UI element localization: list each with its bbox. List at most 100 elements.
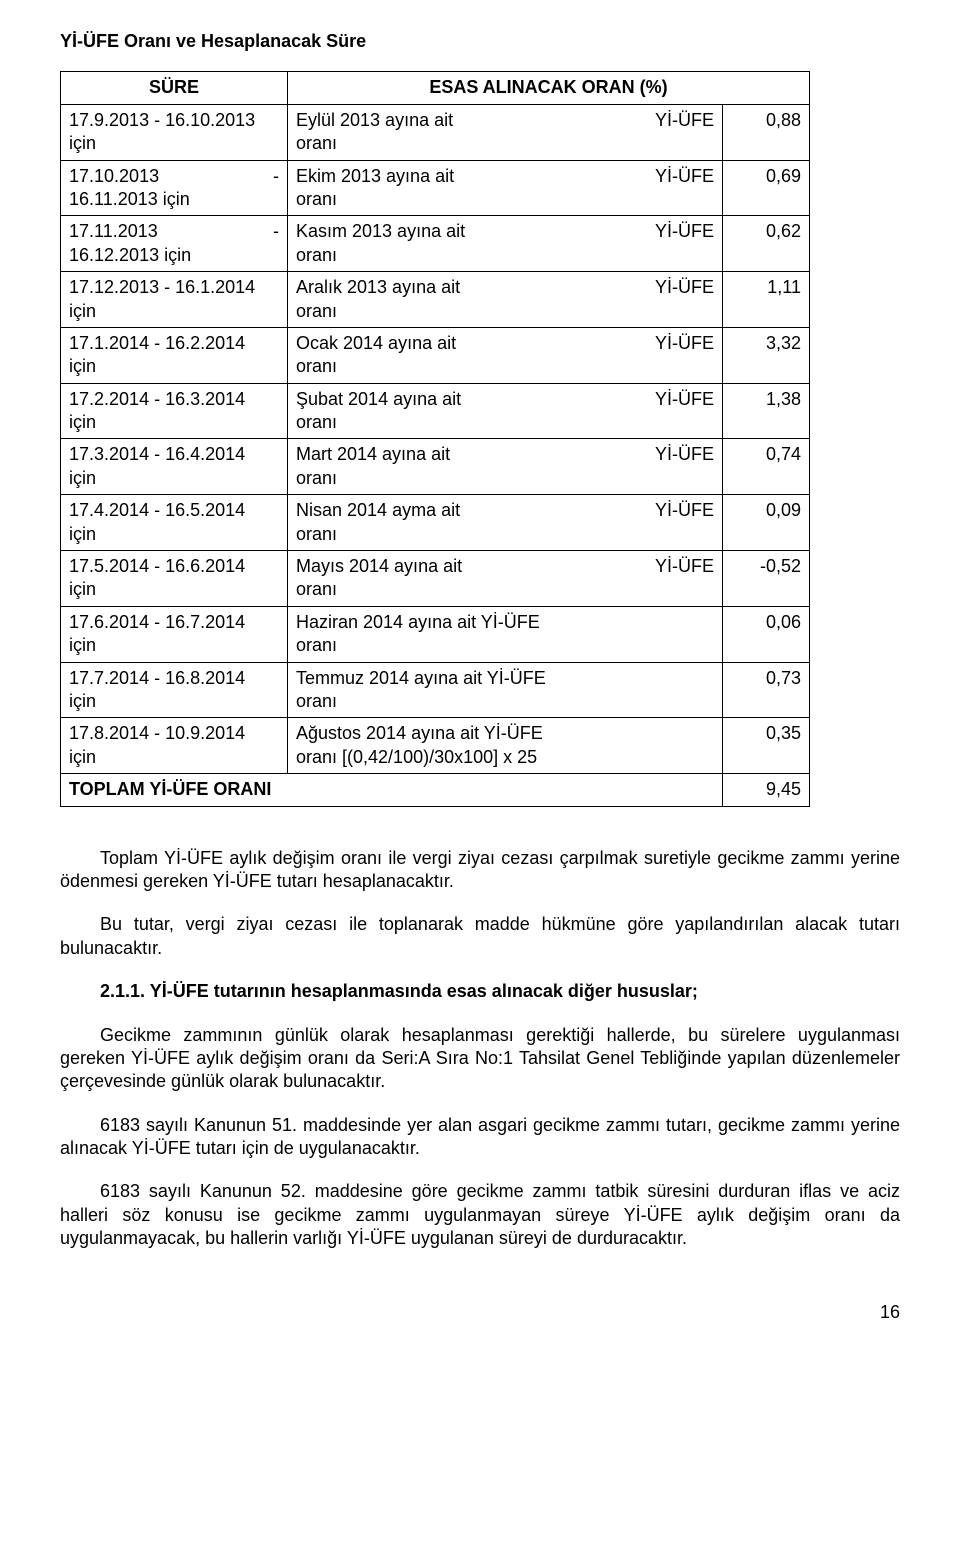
- cell-sure: 17.6.2014 - 16.7.2014için: [61, 606, 288, 662]
- table-row: 17.3.2014 - 16.4.2014içinMart 2014 ayına…: [61, 439, 810, 495]
- cell-value: 1,11: [723, 272, 810, 328]
- cell-desc: Temmuz 2014 ayına ait Yİ-ÜFEoranı: [288, 662, 723, 718]
- desc-text-a: Nisan 2014 ayma ait: [296, 499, 460, 522]
- cell-desc: Ağustos 2014 ayına ait Yİ-ÜFEoranı [(0,4…: [288, 718, 723, 774]
- desc-text-line2: oranı: [296, 467, 714, 490]
- desc-text-line2: oranı: [296, 132, 714, 155]
- table-row: 17.12.2013 - 16.1.2014içinAralık 2013 ay…: [61, 272, 810, 328]
- desc-text-line2: oranı: [296, 300, 714, 323]
- desc-text-line2: oranı: [296, 188, 714, 211]
- sure-text-line2: için: [69, 634, 279, 657]
- cell-value: 0,73: [723, 662, 810, 718]
- desc-text-a: Kasım 2013 ayına ait: [296, 220, 465, 243]
- cell-desc: Şubat 2014 ayına ait Yİ-ÜFEoranı: [288, 383, 723, 439]
- cell-sure: 17.2.2014 - 16.3.2014için: [61, 383, 288, 439]
- desc-text-a: Şubat 2014 ayına ait: [296, 388, 461, 411]
- cell-value: 0,35: [723, 718, 810, 774]
- table-row: 17.5.2014 - 16.6.2014içinMayıs 2014 ayın…: [61, 551, 810, 607]
- table-row: 17.1.2014 - 16.2.2014içinOcak 2014 ayına…: [61, 327, 810, 383]
- desc-text-b: Yİ-ÜFE: [655, 388, 714, 411]
- cell-value: 0,88: [723, 104, 810, 160]
- table-row: 17.4.2014 - 16.5.2014içinNisan 2014 ayma…: [61, 495, 810, 551]
- cell-sure: 17.1.2014 - 16.2.2014için: [61, 327, 288, 383]
- desc-text-line2: oranı: [296, 411, 714, 434]
- cell-value: 0,69: [723, 160, 810, 216]
- col-header-oran: ESAS ALINACAK ORAN (%): [288, 72, 810, 104]
- paragraph-6: 6183 sayılı Kanunun 52. maddesine göre g…: [60, 1180, 900, 1250]
- cell-sure: 17.5.2014 - 16.6.2014için: [61, 551, 288, 607]
- cell-value: 0,62: [723, 216, 810, 272]
- table-row: 17.11.2013 -16.12.2013 için Kasım 2013 ayı…: [61, 216, 810, 272]
- desc-text-line2: oranı: [296, 523, 714, 546]
- sure-text-line2: için: [69, 746, 279, 769]
- desc-text-b: Yİ-ÜFE: [655, 499, 714, 522]
- cell-desc: Ekim 2013 ayına ait Yİ-ÜFEoranı: [288, 160, 723, 216]
- total-label: TOPLAM Yİ-ÜFE ORANI: [61, 774, 723, 806]
- cell-value: 0,09: [723, 495, 810, 551]
- desc-text-b: Yİ-ÜFE: [655, 555, 714, 578]
- paragraph-1: Toplam Yİ-ÜFE aylık değişim oranı ile ve…: [60, 847, 900, 894]
- paragraph-5: 6183 sayılı Kanunun 51. maddesinde yer a…: [60, 1114, 900, 1161]
- cell-sure: 17.3.2014 - 16.4.2014için: [61, 439, 288, 495]
- sure-text-line2: için: [69, 411, 279, 434]
- table-row: 17.9.2013 - 16.10.2013içinEylül 2013 ayı…: [61, 104, 810, 160]
- cell-desc: Mart 2014 ayına ait Yİ-ÜFEoranı: [288, 439, 723, 495]
- sure-text-line2: için: [69, 578, 279, 601]
- col-header-sure: SÜRE: [61, 72, 288, 104]
- paragraph-2: Bu tutar, vergi ziyaı cezası ile toplana…: [60, 913, 900, 960]
- cell-sure: 17.4.2014 - 16.5.2014için: [61, 495, 288, 551]
- cell-value: 0,74: [723, 439, 810, 495]
- paragraph-3-heading: 2.1.1. Yİ-ÜFE tutarının hesaplanmasında …: [60, 980, 900, 1003]
- desc-text-line2: oranı: [296, 355, 714, 378]
- desc-text-b: Yİ-ÜFE: [655, 109, 714, 132]
- yi-ufe-table: SÜRE ESAS ALINACAK ORAN (%) 17.9.2013 - …: [60, 71, 810, 806]
- paragraph-4: Gecikme zammının günlük olarak hesaplanm…: [60, 1024, 900, 1094]
- cell-sure: 17.11.2013 -16.12.2013 için: [61, 216, 288, 272]
- cell-desc: Eylül 2013 ayına ait Yİ-ÜFEoranı: [288, 104, 723, 160]
- desc-text-line2: oranı: [296, 690, 714, 713]
- sure-text-line2: 16.11.2013 için: [69, 188, 279, 211]
- desc-text-b: Yİ-ÜFE: [655, 443, 714, 466]
- sure-text-line2: için: [69, 690, 279, 713]
- sure-text-line2: için: [69, 132, 279, 155]
- sure-text-a: 17.11.2013: [69, 220, 158, 243]
- desc-text-line2: oranı: [296, 244, 714, 267]
- total-value: 9,45: [723, 774, 810, 806]
- cell-sure: 17.7.2014 - 16.8.2014için: [61, 662, 288, 718]
- cell-sure: 17.12.2013 - 16.1.2014için: [61, 272, 288, 328]
- desc-text-a: Ekim 2013 ayına ait: [296, 165, 454, 188]
- cell-sure: 17.10.2013 -16.11.2013 için: [61, 160, 288, 216]
- cell-desc: Haziran 2014 ayına ait Yİ-ÜFEoranı: [288, 606, 723, 662]
- cell-desc: Nisan 2014 ayma ait Yİ-ÜFEoranı: [288, 495, 723, 551]
- page-heading: Yİ-ÜFE Oranı ve Hesaplanacak Süre: [60, 30, 900, 53]
- sure-text-b: -: [273, 220, 279, 243]
- sure-text-line2: için: [69, 467, 279, 490]
- desc-text-b: Yİ-ÜFE: [655, 276, 714, 299]
- sure-text-line2: 16.12.2013 için: [69, 244, 279, 267]
- sure-text-a: 17.10.2013: [69, 165, 159, 188]
- cell-value: 3,32: [723, 327, 810, 383]
- desc-text-a: Aralık 2013 ayına ait: [296, 276, 460, 299]
- cell-value: 1,38: [723, 383, 810, 439]
- sure-text-b: -: [273, 165, 279, 188]
- desc-text-line2: oranı [(0,42/100)/30x100] x 25: [296, 746, 714, 769]
- cell-desc: Aralık 2013 ayına ait Yİ-ÜFEoranı: [288, 272, 723, 328]
- cell-desc: Mayıs 2014 ayına aitYİ-ÜFEoranı: [288, 551, 723, 607]
- cell-value: -0,52: [723, 551, 810, 607]
- cell-value: 0,06: [723, 606, 810, 662]
- desc-text-b: Yİ-ÜFE: [655, 165, 714, 188]
- desc-text-b: Yİ-ÜFE: [655, 220, 714, 243]
- desc-text-a: Ocak 2014 ayına ait: [296, 332, 456, 355]
- cell-desc: Kasım 2013 ayına ait Yİ-ÜFEoranı: [288, 216, 723, 272]
- table-row: 17.7.2014 - 16.8.2014içinTemmuz 2014 ayı…: [61, 662, 810, 718]
- table-row: 17.2.2014 - 16.3.2014içinŞubat 2014 ayın…: [61, 383, 810, 439]
- cell-sure: 17.8.2014 - 10.9.2014için: [61, 718, 288, 774]
- table-row: 17.10.2013 -16.11.2013 için Ekim 2013 ayın…: [61, 160, 810, 216]
- desc-text-a: Mart 2014 ayına ait: [296, 443, 450, 466]
- cell-sure: 17.9.2013 - 16.10.2013için: [61, 104, 288, 160]
- sure-text-line2: için: [69, 355, 279, 378]
- cell-desc: Ocak 2014 ayına ait Yİ-ÜFEoranı: [288, 327, 723, 383]
- desc-text-b: Yİ-ÜFE: [655, 332, 714, 355]
- desc-text-line2: oranı: [296, 634, 714, 657]
- desc-text-a: Eylül 2013 ayına ait: [296, 109, 453, 132]
